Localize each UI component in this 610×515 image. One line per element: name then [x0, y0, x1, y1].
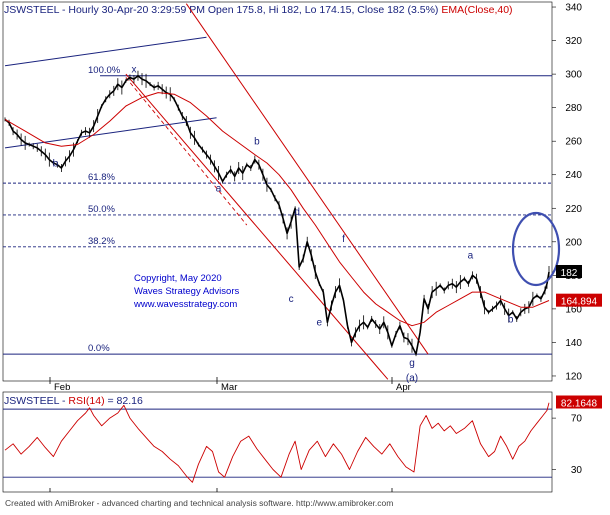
rsi-y-tick-label: 30 — [571, 465, 583, 476]
channel-mid-dashed — [125, 77, 248, 226]
ema-line — [4, 92, 550, 327]
channel-lower-line — [125, 73, 389, 380]
y-tick-label: 340 — [565, 3, 582, 14]
price-pane-frame — [2, 1, 553, 382]
close-price-tag-bg — [556, 264, 582, 278]
y-tick-label: 120 — [565, 371, 582, 382]
y-tick-label: 220 — [565, 204, 582, 215]
fib-level-label: 61.8% — [88, 172, 115, 183]
fib-level-label: 38.2% — [88, 236, 115, 247]
y-tick-label: 200 — [565, 237, 582, 248]
symbol-label: JSWSTEEL — [4, 4, 60, 16]
wave-label-g: g — [409, 358, 415, 369]
y-tick-label: 240 — [565, 170, 582, 181]
copyright-line-1: Copyright, May 2020 — [134, 273, 222, 284]
x-tick-label: Feb — [54, 382, 70, 393]
ema-price-tag: 164.894 — [561, 297, 598, 308]
footer-credit: Created with AmiBroker - advanced charti… — [5, 498, 393, 508]
y-tick-label: 300 — [565, 70, 582, 81]
wave-label-a: a — [468, 251, 474, 262]
rsi-header: JSWSTEEL - RSI(14) = 82.16 — [4, 395, 143, 407]
y-tick-label: 160 — [565, 304, 582, 315]
x-tick-label: Mar — [221, 382, 237, 393]
close-price-tag: 182 — [561, 268, 578, 279]
wave-label-x: x — [131, 64, 136, 75]
ema-price-tag-bg — [556, 293, 602, 307]
ema-legend-label: EMA(Close,40) — [441, 4, 512, 16]
copyright-line-3: www.wavesstrategy.com — [133, 299, 237, 310]
trendline-upper — [4, 36, 207, 67]
ohlc-info: - Hourly 30-Apr-20 3:29:59 PM Open 175.8… — [59, 4, 441, 16]
wave-label-b: b — [254, 137, 260, 148]
y-tick-label: 260 — [565, 137, 582, 148]
wave-label-f: f — [342, 234, 345, 245]
fib-level-label: 0.0% — [88, 343, 110, 354]
rsi-line — [4, 402, 550, 483]
fib-level-label: 50.0% — [88, 204, 115, 215]
y-tick-label: 320 — [565, 36, 582, 47]
rsi-value-tag: 82.1648 — [561, 398, 598, 409]
trendline-lower — [4, 117, 217, 149]
y-tick-label: 280 — [565, 103, 582, 114]
channel-upper-line — [185, 3, 429, 355]
highlight-circle — [511, 211, 561, 287]
wave-label-a: (a) — [406, 373, 418, 384]
wave-label-b: b — [53, 158, 59, 169]
rsi-value-label: = 82.16 — [105, 395, 143, 407]
rsi-symbol-label: JSWSTEEL — [4, 395, 60, 407]
chart-header: JSWSTEEL - Hourly 30-Apr-20 3:29:59 PM O… — [4, 4, 513, 16]
y-tick-label: 140 — [565, 338, 582, 349]
rsi-y-tick-label: 70 — [571, 414, 583, 425]
wave-label-d: d — [294, 207, 300, 218]
wave-label-e: e — [317, 318, 323, 329]
copyright-line-2: Waves Strategy Advisors — [134, 286, 239, 297]
rsi-header-sep: - — [59, 395, 68, 407]
wave-label-c: c — [289, 294, 294, 305]
wave-label-b: b — [508, 314, 514, 325]
fib-level-label: 100.0% — [88, 65, 121, 76]
wave-label-a: a — [216, 184, 222, 195]
rsi-value-tag-bg — [556, 395, 602, 409]
rsi-legend-label: RSI(14) — [68, 395, 104, 407]
x-tick-label: Apr — [396, 382, 411, 393]
rsi-pane-frame — [2, 391, 553, 493]
